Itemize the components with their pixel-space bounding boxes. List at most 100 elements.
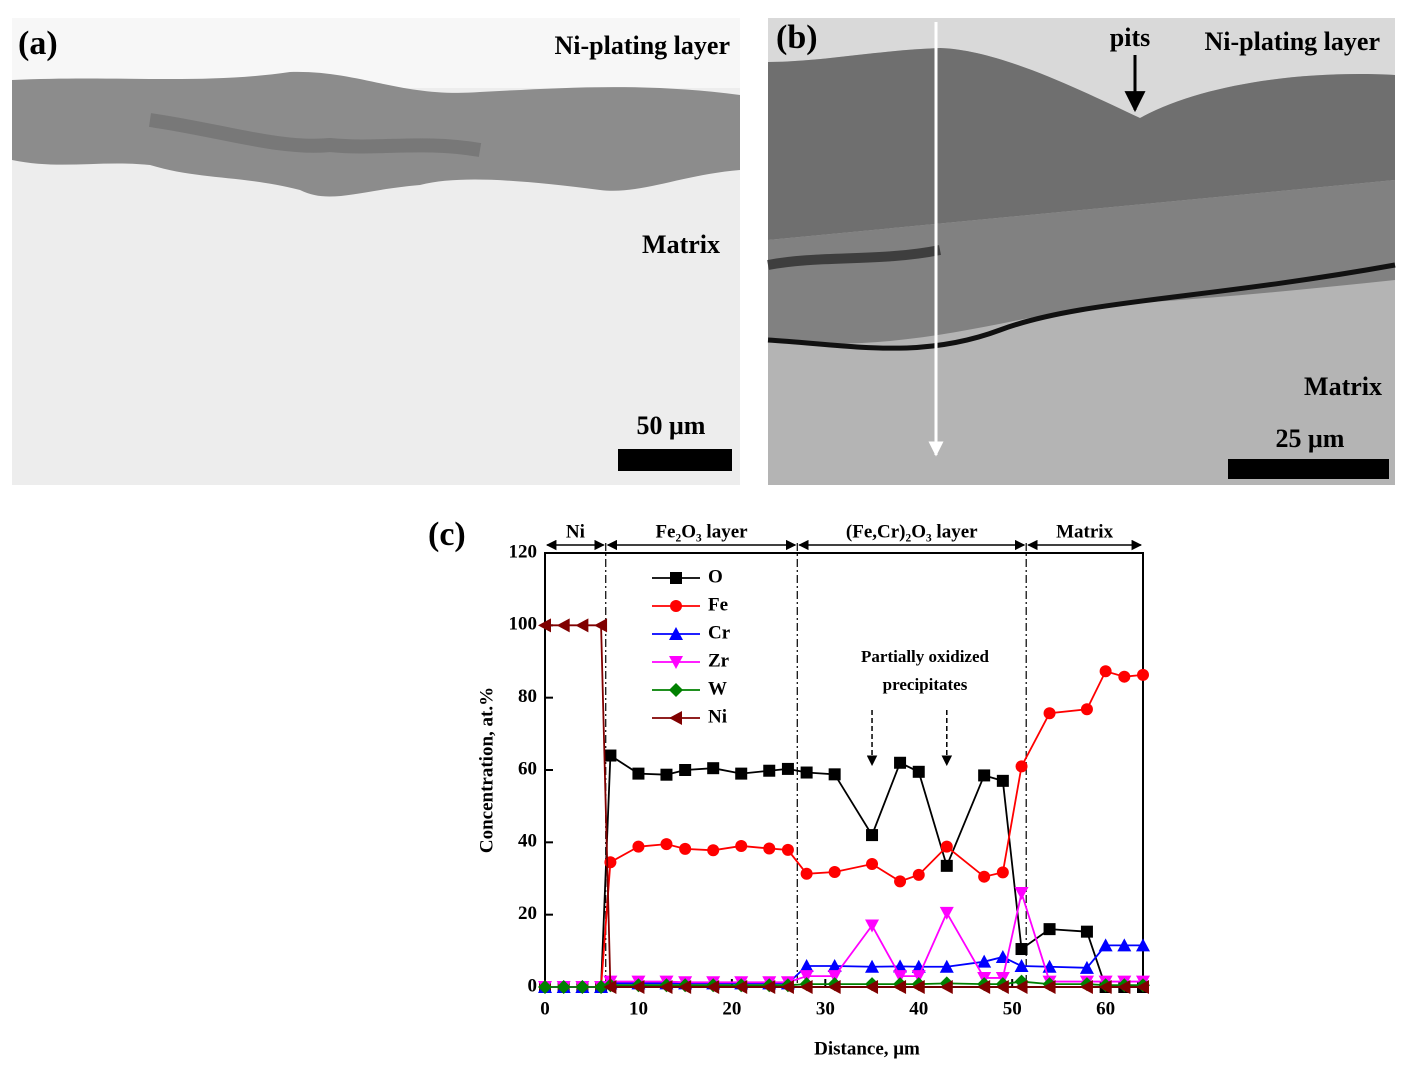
y-tick-label: 80 <box>518 686 537 707</box>
scale-label: 50 μm <box>637 411 706 440</box>
data-point <box>735 839 748 852</box>
data-point <box>538 980 552 994</box>
data-point <box>939 906 954 920</box>
data-point <box>894 875 907 888</box>
y-tick-label: 20 <box>518 903 537 924</box>
y-tick-label: 100 <box>509 614 538 635</box>
data-point <box>799 970 814 984</box>
legend-label: Fe <box>708 594 728 615</box>
y-tick-label: 60 <box>518 758 537 779</box>
data-point <box>1014 959 1029 973</box>
data-point <box>556 618 570 633</box>
data-point <box>1117 980 1131 994</box>
data-point <box>977 954 992 968</box>
legend-label: Zr <box>708 650 730 671</box>
data-point <box>893 980 907 994</box>
data-point <box>632 840 645 853</box>
data-point <box>706 980 720 994</box>
data-point <box>763 842 776 855</box>
data-point <box>977 980 991 994</box>
data-point <box>939 959 954 973</box>
region-label: Fe₂O₃ layer <box>655 521 748 542</box>
data-point <box>1099 665 1112 678</box>
data-point <box>1098 938 1113 952</box>
data-point <box>827 959 842 973</box>
data-point <box>940 859 953 872</box>
panel-tag: (c) <box>428 516 466 553</box>
data-point <box>978 870 991 883</box>
data-point <box>707 844 720 857</box>
panel-tag: (a) <box>18 25 58 62</box>
legend-marker <box>669 627 683 640</box>
data-point <box>1136 938 1150 952</box>
y-axis-label: Concentration, at.% <box>476 687 497 853</box>
data-point <box>940 840 953 853</box>
data-point <box>1080 703 1093 716</box>
data-point <box>556 980 571 994</box>
data-point <box>632 767 645 780</box>
x-tick-label: 40 <box>909 998 928 1019</box>
data-point <box>631 980 645 994</box>
data-point <box>866 829 879 842</box>
region-label: (Fe,Cr)₂O₃ layer <box>846 521 978 542</box>
data-point <box>781 843 794 856</box>
data-point <box>799 959 814 973</box>
legend-marker <box>669 656 683 669</box>
data-point <box>679 842 692 855</box>
data-point <box>604 749 617 762</box>
data-point <box>827 970 842 984</box>
x-tick-label: 30 <box>816 998 835 1019</box>
scale-label: 25 μm <box>1276 424 1345 453</box>
x-tick-label: 60 <box>1096 998 1115 1019</box>
y-tick-label: 0 <box>528 975 538 996</box>
data-point <box>865 919 880 933</box>
data-point <box>1015 943 1028 956</box>
data-point <box>575 980 590 994</box>
data-point <box>1118 670 1131 683</box>
data-point <box>1043 707 1056 720</box>
data-point <box>660 768 673 781</box>
legend-label: Cr <box>708 622 731 643</box>
data-point <box>707 762 720 775</box>
data-point <box>679 764 692 776</box>
label: Matrix <box>1304 372 1382 401</box>
data-point <box>894 756 907 769</box>
legend-label: O <box>708 566 723 587</box>
data-point <box>827 980 841 994</box>
label: pits <box>1110 23 1150 52</box>
label: Ni-plating layer <box>1205 27 1381 56</box>
data-point <box>828 768 841 781</box>
data-point <box>538 618 551 633</box>
legend-marker <box>669 683 683 697</box>
data-point <box>800 867 813 880</box>
data-point <box>1015 760 1028 773</box>
y-tick-label: 40 <box>518 831 537 852</box>
data-point <box>995 980 1009 994</box>
data-point <box>799 980 813 994</box>
data-point <box>575 618 589 633</box>
region-label: Matrix <box>1056 521 1113 542</box>
annotation: Partially oxidized <box>861 647 990 666</box>
data-point <box>1079 980 1093 994</box>
legend-marker <box>669 711 682 725</box>
data-point <box>978 769 991 782</box>
legend-label: W <box>708 678 727 699</box>
data-point <box>828 865 841 878</box>
data-point <box>678 980 692 994</box>
data-point <box>1136 980 1149 994</box>
data-point <box>780 980 794 994</box>
x-tick-label: 50 <box>1003 998 1022 1019</box>
region-label: Ni <box>566 521 585 542</box>
data-point <box>1137 668 1149 681</box>
data-point <box>1014 886 1029 900</box>
panel-tag: (b) <box>776 19 818 56</box>
data-point <box>1117 938 1132 952</box>
micrograph-b <box>767 18 1396 485</box>
data-point <box>659 980 673 994</box>
data-point <box>996 866 1009 879</box>
legend-marker <box>670 600 682 612</box>
data-point <box>603 980 617 994</box>
data-point <box>866 858 879 871</box>
x-axis-label: Distance, μm <box>814 1038 920 1059</box>
x-tick-label: 10 <box>629 998 648 1019</box>
